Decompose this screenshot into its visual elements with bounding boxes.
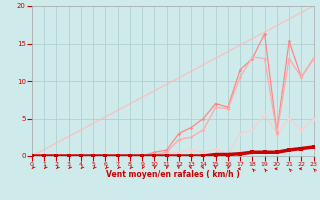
X-axis label: Vent moyen/en rafales ( km/h ): Vent moyen/en rafales ( km/h ) — [106, 170, 240, 179]
